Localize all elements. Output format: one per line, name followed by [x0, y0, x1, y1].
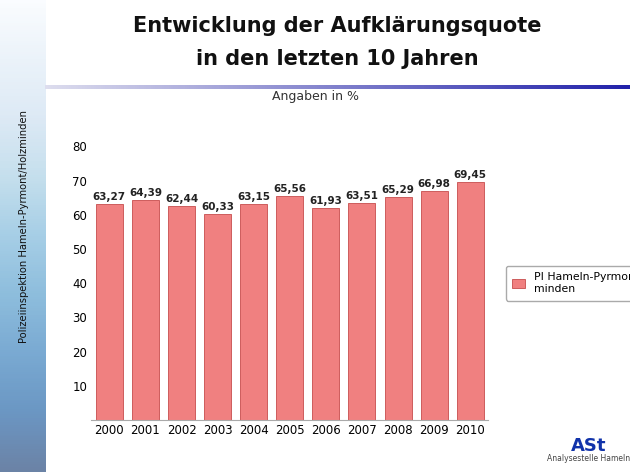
Text: 64,39: 64,39: [129, 188, 162, 198]
Text: in den letzten 10 Jahren: in den letzten 10 Jahren: [196, 49, 478, 69]
Text: 65,56: 65,56: [273, 184, 306, 194]
Text: 69,45: 69,45: [454, 170, 487, 180]
Text: 65,29: 65,29: [382, 185, 415, 194]
Bar: [384, 197, 411, 420]
Bar: [421, 191, 448, 420]
Text: 60,33: 60,33: [201, 202, 234, 211]
Text: 61,93: 61,93: [309, 196, 342, 206]
Text: 63,51: 63,51: [345, 191, 379, 201]
Bar: [312, 208, 340, 420]
Text: 63,27: 63,27: [93, 192, 126, 202]
Bar: [204, 214, 231, 420]
Text: Analysestelle Hameln: Analysestelle Hameln: [547, 454, 630, 464]
Text: Angaben in %: Angaben in %: [272, 90, 358, 103]
Bar: [277, 196, 303, 420]
Legend: PI Hameln-Pyrmont / Holz-
minden: PI Hameln-Pyrmont / Holz- minden: [505, 266, 630, 301]
Bar: [240, 204, 267, 420]
Text: 63,15: 63,15: [238, 192, 270, 202]
Bar: [168, 206, 195, 420]
Bar: [348, 203, 375, 420]
Bar: [96, 203, 123, 420]
Text: 62,44: 62,44: [165, 194, 198, 204]
Text: Entwicklung der Aufklärungsquote: Entwicklung der Aufklärungsquote: [133, 16, 541, 36]
Text: ASt: ASt: [571, 437, 607, 455]
Text: 66,98: 66,98: [418, 179, 450, 189]
Bar: [132, 200, 159, 420]
Bar: [457, 182, 484, 420]
Text: Polizeiinspektion Hameln-Pyrmont/Holzminden: Polizeiinspektion Hameln-Pyrmont/Holzmin…: [19, 110, 28, 343]
